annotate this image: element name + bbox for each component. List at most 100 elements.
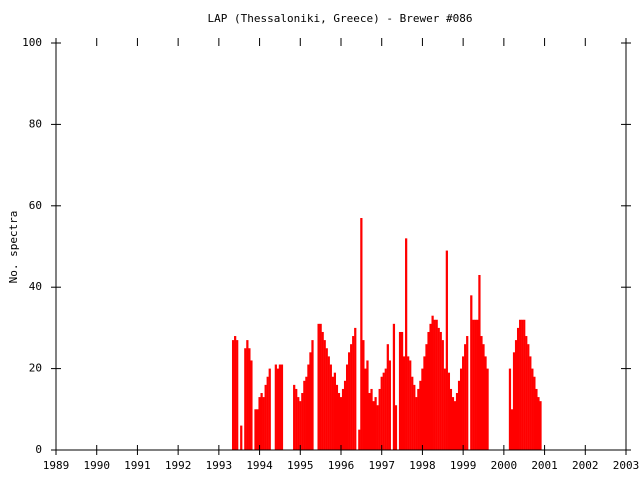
bar [333, 372, 337, 450]
bar [319, 323, 322, 450]
bar [254, 409, 257, 450]
bar [274, 364, 277, 450]
bar [392, 323, 396, 450]
bar [293, 384, 296, 450]
bar [278, 364, 282, 450]
bar [244, 348, 247, 450]
bar [236, 340, 239, 450]
bar [464, 344, 467, 450]
y-tick-label: 60 [29, 199, 42, 212]
bar [376, 405, 379, 450]
bar [260, 393, 263, 450]
bar [321, 331, 324, 450]
y-tick-label: 20 [29, 362, 42, 375]
x-tick-label: 2001 [531, 459, 558, 472]
bar [307, 364, 310, 450]
bar [382, 372, 385, 450]
bar [331, 376, 334, 450]
bar [535, 388, 538, 450]
bar [521, 319, 524, 450]
x-tick-label: 1999 [450, 459, 477, 472]
x-tick-label: 1993 [206, 459, 233, 472]
x-tick-label: 1997 [368, 459, 395, 472]
bar [455, 393, 459, 450]
bar [484, 356, 487, 450]
bar [341, 388, 345, 450]
bar [462, 356, 465, 450]
bar [516, 327, 520, 450]
x-tick-label: 2003 [613, 459, 640, 472]
bar [295, 388, 298, 450]
bar [370, 388, 373, 450]
bar [348, 352, 351, 450]
bar [266, 376, 269, 450]
y-tick-label: 80 [29, 117, 42, 130]
bar [409, 360, 412, 450]
bar [466, 336, 469, 450]
bar [317, 323, 320, 450]
bar [510, 409, 514, 450]
bar [451, 397, 455, 450]
bar [413, 384, 416, 450]
bar [354, 327, 357, 450]
bar [329, 364, 332, 450]
chart-title: LAP (Thessaloniki, Greece) - Brewer #086 [208, 12, 473, 25]
bar [470, 295, 473, 450]
bar [323, 340, 326, 450]
x-tick-label: 1996 [328, 459, 355, 472]
bar [343, 380, 347, 450]
bar [394, 405, 398, 450]
bar [472, 319, 475, 450]
bar [386, 344, 389, 450]
bar [427, 331, 430, 450]
bar [441, 340, 444, 450]
bar [248, 348, 251, 450]
bar [309, 352, 312, 450]
bar [276, 368, 280, 450]
bar [531, 368, 534, 450]
bar [246, 340, 249, 450]
bar [447, 372, 451, 450]
bar [486, 368, 489, 450]
bar [305, 376, 308, 450]
bar [402, 356, 406, 450]
y-axis-label: No. spectra [7, 211, 20, 284]
bar [419, 380, 422, 450]
bar [384, 368, 387, 450]
bar [268, 368, 271, 450]
bar [482, 344, 485, 450]
bar [508, 368, 512, 450]
bar [421, 368, 424, 450]
bar [400, 331, 404, 450]
bar [350, 344, 353, 450]
bar [325, 348, 328, 450]
bar [327, 356, 330, 450]
bar [362, 340, 365, 450]
bar [374, 397, 377, 450]
bar [539, 401, 542, 450]
bar [368, 393, 371, 450]
bar [425, 344, 428, 450]
bar [378, 388, 381, 450]
x-tick-label: 2000 [491, 459, 518, 472]
x-tick-label: 1998 [409, 459, 436, 472]
bar [527, 344, 530, 450]
x-tick-label: 1995 [287, 459, 314, 472]
bar [301, 393, 304, 450]
bar [437, 327, 440, 450]
bar [339, 397, 343, 450]
bar [415, 397, 418, 450]
bar [512, 352, 516, 450]
bar [303, 380, 306, 450]
bar [360, 218, 363, 450]
bar [433, 319, 436, 450]
bar [231, 340, 235, 450]
bar [372, 401, 375, 450]
bar [453, 401, 457, 450]
x-tick-label: 2002 [572, 459, 599, 472]
bar [417, 388, 420, 450]
bar [459, 368, 463, 450]
bar [405, 238, 408, 450]
bar [358, 429, 361, 450]
